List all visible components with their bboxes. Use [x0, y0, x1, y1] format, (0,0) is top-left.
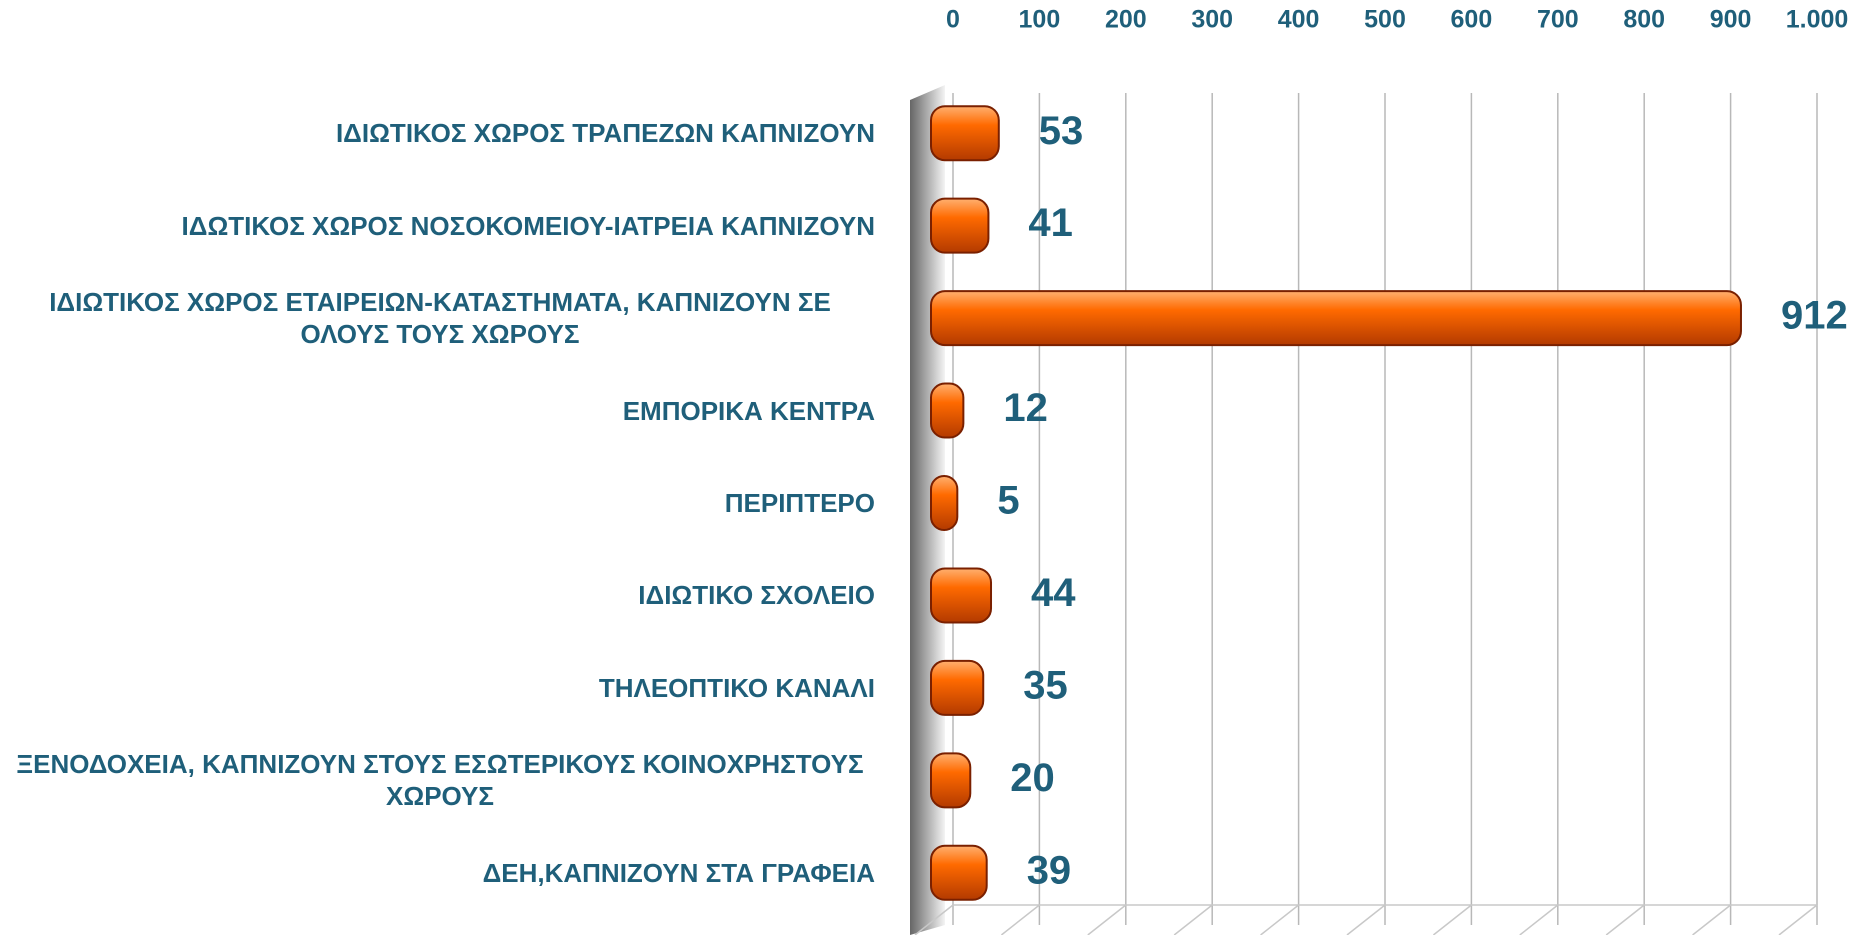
category-label: ΠΕΡΙΠΤΕΡΟ [5, 463, 875, 543]
floor-line [1173, 904, 1213, 935]
floor-line [1346, 904, 1386, 935]
x-tick-label: 100 [1019, 6, 1061, 34]
bar [930, 844, 988, 901]
value-label: 44 [1031, 571, 1076, 615]
x-tick-label: 400 [1278, 6, 1320, 34]
bar [930, 290, 1742, 347]
floor-line [1692, 904, 1732, 935]
category-label: ΞΕΝΟΔΟΧΕΙΑ, ΚΑΠΝΙΖΟΥΝ ΣΤΟΥΣ ΕΣΩΤΕΡΙΚΟΥΣ … [5, 740, 875, 820]
category-text: ΔΕΗ,ΚΑΠΝΙΖΟΥΝ ΣΤΑ ΓΡΑΦΕΙΑ [482, 857, 875, 888]
floor-line [1260, 904, 1300, 935]
category-text: ΙΔΙΩΤΙΚΟΣ ΧΩΡΟΣ ΤΡΑΠΕΖΩΝ ΚΑΠΝΙΖΟΥΝ [335, 118, 875, 149]
floor-line [1000, 904, 1040, 935]
category-label: ΙΔΙΩΤΙΚΟΣ ΧΩΡΟΣ ΕΤΑΙΡΕΙΩΝ-ΚΑΤΑΣΤΗΜΑΤΑ, Κ… [5, 278, 875, 358]
floor-line [1778, 904, 1818, 935]
bar [930, 382, 965, 439]
category-text: ΤΗΛΕΟΠΤΙΚΟ ΚΑΝΑΛΙ [598, 672, 875, 703]
bar [930, 567, 993, 624]
value-label: 912 [1781, 294, 1848, 338]
x-tick-label: 700 [1537, 6, 1579, 34]
x-tick-label: 600 [1451, 6, 1493, 34]
category-label: ΕΜΠΟΡΙΚΑ ΚΕΝΤΡΑ [5, 371, 875, 451]
category-label: ΤΗΛΕΟΠΤΙΚΟ ΚΑΝΑΛΙ [5, 648, 875, 728]
floor-line [1519, 904, 1559, 935]
category-label: ΙΔΙΩΤΙΚΟΣ ΧΩΡΟΣ ΤΡΑΠΕΖΩΝ ΚΑΠΝΙΖΟΥΝ [5, 93, 875, 173]
category-label: ΙΔΩΤΙΚΟΣ ΧΩΡΟΣ ΝΟΣΟΚΟΜΕΙΟΥ-ΙΑΤΡΕΙΑ ΚΑΠΝΙ… [5, 186, 875, 266]
floor-line [1605, 904, 1645, 935]
x-tick-label: 1.000 [1786, 6, 1849, 34]
floor-line [1432, 904, 1472, 935]
value-label: 41 [1028, 201, 1073, 245]
value-label: 20 [1010, 756, 1055, 800]
category-text: ΙΔΙΩΤΙΚΟΣ ΧΩΡΟΣ ΕΤΑΙΡΕΙΩΝ-ΚΑΤΑΣΤΗΜΑΤΑ, Κ… [49, 287, 831, 350]
x-tick-label: 800 [1623, 6, 1665, 34]
x-tick-label: 900 [1710, 6, 1752, 34]
x-tick-label: 200 [1105, 6, 1147, 34]
bar [930, 197, 990, 254]
value-label: 12 [1003, 386, 1047, 430]
category-text: ΙΔΩΤΙΚΟΣ ΧΩΡΟΣ ΝΟΣΟΚΟΜΕΙΟΥ-ΙΑΤΡΕΙΑ ΚΑΠΝΙ… [181, 210, 875, 241]
value-label: 39 [1027, 848, 1072, 892]
category-text: ΞΕΝΟΔΟΧΕΙΑ, ΚΑΠΝΙΖΟΥΝ ΣΤΟΥΣ ΕΣΩΤΕΡΙΚΟΥΣ … [16, 749, 864, 812]
category-label: ΔΕΗ,ΚΑΠΝΙΖΟΥΝ ΣΤΑ ΓΡΑΦΕΙΑ [5, 833, 875, 913]
bar [930, 475, 959, 531]
value-label: 35 [1023, 663, 1068, 707]
value-label: 53 [1039, 109, 1084, 153]
bar [930, 105, 1000, 162]
floor-line [914, 904, 954, 935]
bar [930, 752, 972, 809]
x-tick-label: 0 [946, 6, 960, 34]
category-text: ΕΜΠΟΡΙΚΑ ΚΕΝΤΡΑ [622, 395, 875, 426]
category-label: ΙΔΙΩΤΙΚΟ ΣΧΟΛΕΙΟ [5, 555, 875, 635]
category-text: ΙΔΙΩΤΙΚΟ ΣΧΟΛΕΙΟ [638, 580, 875, 611]
bar [930, 659, 985, 716]
x-tick-label: 300 [1191, 6, 1233, 34]
floor-line [1087, 904, 1127, 935]
x-tick-label: 500 [1364, 6, 1406, 34]
category-text: ΠΕΡΙΠΤΕΡΟ [724, 488, 875, 518]
value-label: 5 [997, 479, 1019, 523]
